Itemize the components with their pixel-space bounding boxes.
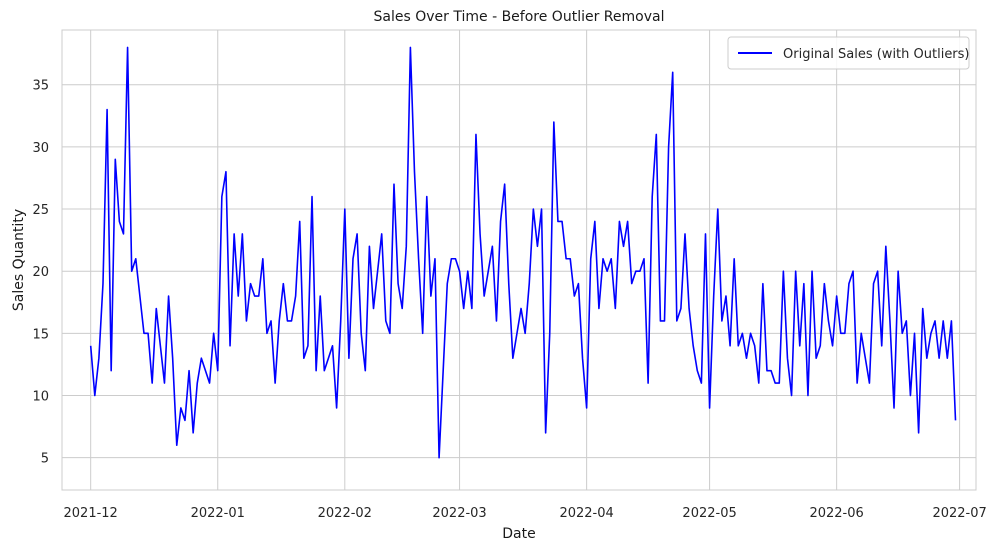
legend-box [727,36,970,70]
y-tick-label: 20 [32,265,49,280]
y-axis-label: Sales Quantity [11,209,27,311]
y-tick-labels: 5 10 15 20 25 30 35 [32,79,49,467]
x-tick-label: 2021-12 [64,506,118,521]
grid-lines [62,30,976,490]
x-tick-label: 2022-01 [191,506,245,521]
legend-label: Original Sales (with Outliers) [783,47,970,62]
x-tick-label: 2022-04 [559,506,613,521]
y-tick-label: 25 [32,203,49,218]
x-tick-label: 2022-06 [809,506,863,521]
y-tick-label: 15 [32,327,49,342]
x-tick-label: 2022-03 [432,506,486,521]
x-tick-label: 2022-07 [932,506,986,521]
series-line [89,46,957,459]
x-tick-labels: 2021-12 2022-01 2022-02 2022-03 2022-04 2022-… [64,506,987,521]
x-tick-label: 2022-05 [682,506,736,521]
y-tick-label: 10 [32,390,49,405]
y-tick-label: 5 [41,452,49,467]
plot-frame [61,29,977,491]
y-tick-label: 30 [32,141,49,156]
x-axis-label: Date [502,526,535,542]
series-layer [89,46,957,459]
chart-title: Sales Over Time - Before Outlier Removal [374,9,665,25]
legend: Original Sales (with Outliers) [727,36,970,70]
y-tick-label: 35 [32,79,49,94]
x-tick-label: 2022-02 [318,506,372,521]
